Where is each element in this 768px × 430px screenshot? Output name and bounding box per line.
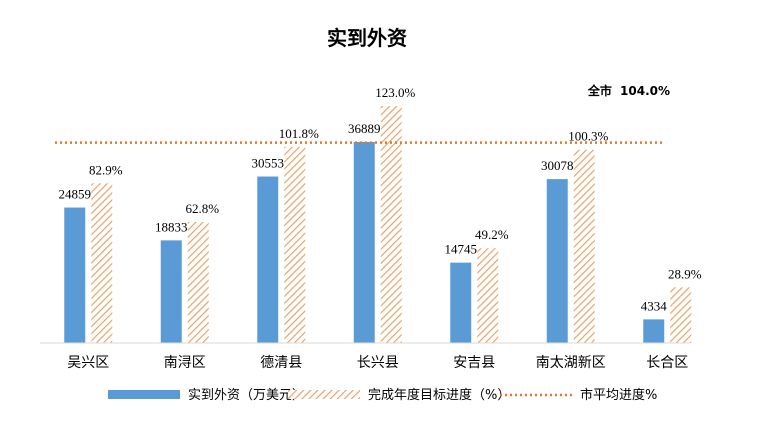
data-label-progress-3: 123.0% <box>375 85 415 100</box>
category-label-5: 南太湖新区 <box>536 355 606 371</box>
bar-foreign-capital-2 <box>257 176 279 343</box>
bar-progress-0 <box>91 183 113 343</box>
data-label-foreign-capital-0: 24859 <box>59 187 92 202</box>
data-label-progress-2: 101.8% <box>279 126 319 141</box>
category-label-2: 德清县 <box>260 355 302 371</box>
chart-title: 实到外资 <box>327 26 407 50</box>
bar-progress-3 <box>380 106 402 343</box>
bar-foreign-capital-1 <box>160 240 182 343</box>
legend: 实到外资（万美元） 完成年度目标进度（%） 市平均进度% <box>108 387 657 403</box>
bar-foreign-capital-3 <box>353 142 375 343</box>
average-annotation-label: 全市 <box>587 83 612 98</box>
data-label-progress-6: 28.9% <box>668 266 702 281</box>
plot-area: 24859 82.9% 吴兴区 18833 62.8% 南浔区 30553 101.8% 德清县… <box>55 85 702 371</box>
bar-progress-4 <box>477 248 499 343</box>
average-annotation-value: 104.0% <box>620 84 670 98</box>
legend-label-progress: 完成年度目标进度（%） <box>368 387 510 403</box>
bar-foreign-capital-0 <box>64 207 86 343</box>
data-label-progress-4: 49.2% <box>475 227 509 242</box>
average-annotation: 全市 104.0% <box>587 83 670 98</box>
category-label-3: 长兴县 <box>357 355 399 371</box>
data-label-progress-1: 62.8% <box>185 201 219 216</box>
data-label-foreign-capital-2: 30553 <box>252 156 285 171</box>
category-label-1: 南浔区 <box>164 355 206 371</box>
bar-progress-6 <box>670 287 692 343</box>
category-label-6: 长合区 <box>646 355 688 371</box>
legend-label-average: 市平均进度% <box>580 387 657 403</box>
data-label-foreign-capital-1: 18833 <box>155 219 188 234</box>
bar-foreign-capital-5 <box>546 179 568 343</box>
data-label-foreign-capital-5: 30078 <box>541 158 574 173</box>
data-label-progress-0: 82.9% <box>89 162 123 177</box>
bar-foreign-capital-6 <box>643 319 665 343</box>
data-label-foreign-capital-4: 14745 <box>445 242 478 257</box>
svg-text:全市 104.0%: 全市 104.0% <box>587 83 670 98</box>
data-label-foreign-capital-3: 36889 <box>348 121 381 136</box>
bar-progress-5 <box>573 149 595 343</box>
bar-foreign-capital-4 <box>450 262 472 343</box>
data-label-foreign-capital-6: 4334 <box>641 298 668 313</box>
category-label-4: 安吉县 <box>453 355 495 371</box>
category-label-0: 吴兴区 <box>67 355 109 371</box>
data-label-progress-5: 100.3% <box>568 129 608 144</box>
bar-progress-2 <box>284 146 306 343</box>
legend-swatch-foreign-capital <box>108 390 180 399</box>
legend-label-foreign-capital: 实到外资（万美元） <box>188 388 305 403</box>
legend-swatch-progress <box>288 390 360 399</box>
bar-progress-1 <box>187 221 209 343</box>
